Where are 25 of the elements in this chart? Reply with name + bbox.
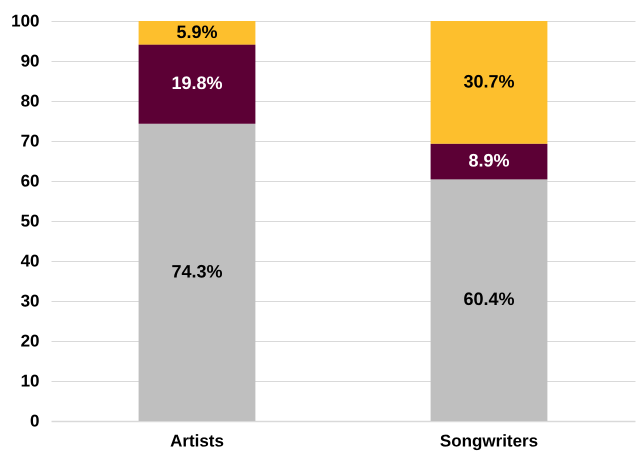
data-label: 5.9%: [176, 22, 218, 42]
data-label: 30.7%: [463, 71, 515, 92]
x-tick-label: Artists: [170, 432, 224, 450]
y-tick-label: 10: [20, 372, 40, 390]
y-tick-label: 100: [11, 12, 40, 30]
y-tick-label: 60: [20, 172, 40, 190]
x-tick-label: Songwriters: [440, 432, 538, 450]
bar: [138, 44, 256, 124]
bar: [430, 179, 548, 421]
y-tick-label: 80: [20, 92, 40, 110]
data-label: 8.9%: [468, 150, 510, 171]
data-label: 60.4%: [463, 289, 515, 310]
bar: [138, 124, 256, 421]
y-tick-label: 70: [20, 132, 40, 150]
data-label: 74.3%: [171, 261, 223, 282]
bar: [430, 21, 548, 144]
y-tick-label: 40: [20, 252, 40, 270]
y-tick-label: 20: [20, 332, 40, 350]
y-tick-label: 0: [30, 412, 40, 430]
data-label: 19.8%: [171, 73, 223, 94]
y-tick-label: 90: [20, 52, 40, 70]
y-tick-label: 30: [20, 292, 40, 310]
bar: [430, 144, 548, 180]
y-tick-label: 50: [20, 212, 40, 230]
bar: [138, 21, 256, 45]
